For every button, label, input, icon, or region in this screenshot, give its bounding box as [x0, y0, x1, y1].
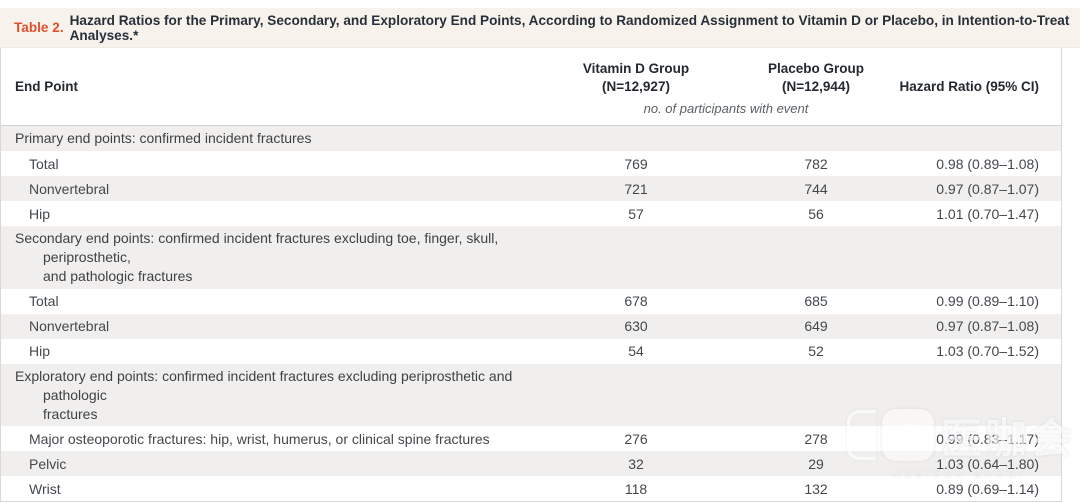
table-row: Nonvertebral 630 649 0.97 (0.87–1.08)	[1, 313, 1061, 339]
table-number-label: Table 2.	[14, 20, 64, 35]
units-row: no. of participants with event	[1, 95, 1061, 127]
placebo-value-cell: 278	[804, 430, 828, 447]
vitamin-d-group-n: (N=12,927)	[602, 78, 670, 94]
placebo-value-cell: 132	[804, 480, 828, 497]
endpoint-cell: Exploratory end points: confirmed incide…	[15, 367, 513, 422]
endpoint-cell: Total	[29, 293, 59, 310]
placebo-value-cell: 56	[808, 205, 824, 222]
placebo-value-cell: 649	[804, 318, 828, 335]
hazard-ratio-cell: 1.01 (0.70–1.47)	[936, 205, 1039, 222]
hazard-ratio-cell: 0.99 (0.83–1.17)	[936, 430, 1039, 447]
table-title: Hazard Ratios for the Primary, Secondary…	[69, 12, 1070, 43]
placebo-value-cell: 744	[804, 180, 828, 197]
table-row: Pelvic 32 29 1.03 (0.64–1.80)	[1, 451, 1061, 477]
endpoint-cell: Hip	[29, 205, 51, 222]
column-header-hazard-ratio: Hazard Ratio (95% CI)	[899, 78, 1039, 94]
column-header-placebo: Placebo Group (N=12,944)	[736, 60, 896, 95]
hazard-ratio-cell: 0.98 (0.89–1.08)	[936, 155, 1039, 172]
placebo-value-cell: 52	[808, 343, 824, 360]
table-row: Major osteoporotic fractures: hip, wrist…	[1, 426, 1061, 451]
hazard-ratio-cell: 0.97 (0.87–1.07)	[936, 180, 1039, 197]
table-title-bar: Table 2. Hazard Ratios for the Primary, …	[0, 8, 1080, 48]
endpoint-cell: Major osteoporotic fractures: hip, wrist…	[29, 430, 490, 447]
vitamin-d-value-cell: 276	[624, 430, 648, 447]
endpoint-cell: Hip	[29, 343, 51, 360]
hazard-ratio-cell: 1.03 (0.64–1.80)	[936, 455, 1039, 472]
placebo-value-cell: 29	[808, 455, 824, 472]
table-row: Primary end points: confirmed incident f…	[1, 126, 1061, 152]
hazard-ratio-cell: 0.89 (0.69–1.14)	[936, 480, 1039, 497]
hazard-ratio-cell: 1.03 (0.70–1.52)	[936, 343, 1039, 360]
table-row: Secondary end points: confirmed incident…	[1, 226, 1061, 289]
endpoint-cell: Secondary end points: confirmed incident…	[15, 230, 499, 284]
endpoint-cell: Wrist	[29, 480, 61, 497]
vitamin-d-value-cell: 54	[628, 343, 644, 360]
vitamin-d-value-cell: 630	[624, 318, 648, 335]
placebo-group-line1: Placebo Group	[767, 61, 865, 76]
endpoint-cell: Nonvertebral	[29, 180, 110, 197]
vitamin-d-value-cell: 118	[624, 480, 648, 497]
table-row: Wrist 118 132 0.89 (0.69–1.14)	[1, 476, 1061, 501]
table-row: Total 678 685 0.99 (0.89–1.10)	[1, 289, 1061, 314]
vitamin-d-value-cell: 721	[624, 180, 648, 197]
table-row: Nonvertebral 721 744 0.97 (0.87–1.07)	[1, 176, 1061, 202]
vitamin-d-value-cell: 57	[628, 205, 644, 222]
endpoint-cell: Nonvertebral	[29, 318, 110, 335]
hazard-ratio-cell: 0.99 (0.89–1.10)	[936, 293, 1039, 310]
table-header-row: End Point Vitamin D Group (N=12,927) Pla…	[1, 48, 1061, 95]
vitamin-d-value-cell: 769	[624, 155, 648, 172]
table-row: Hip 54 52 1.03 (0.70–1.52)	[1, 339, 1061, 364]
endpoint-cell: Total	[29, 155, 59, 172]
table-row: Exploratory end points: confirmed incide…	[1, 363, 1061, 427]
vitamin-d-value-cell: 678	[624, 293, 648, 310]
endpoint-cell: Pelvic	[29, 455, 67, 472]
column-header-endpoint: End Point	[15, 78, 78, 94]
placebo-value-cell: 685	[804, 293, 828, 310]
table-rows: Primary end points: confirmed incident f…	[1, 126, 1061, 501]
vitamin-d-group-line1: Vitamin D Group	[582, 61, 690, 76]
table-body: End Point Vitamin D Group (N=12,927) Pla…	[0, 48, 1062, 503]
hazard-ratio-cell: 0.97 (0.87–1.08)	[936, 318, 1039, 335]
units-label: no. of participants with event	[643, 101, 809, 117]
placebo-value-cell: 782	[804, 155, 828, 172]
vitamin-d-value-cell: 32	[628, 455, 644, 472]
endpoint-cell: Primary end points: confirmed incident f…	[15, 130, 312, 147]
table-row: Hip 57 56 1.01 (0.70–1.47)	[1, 201, 1061, 226]
column-header-vitamin-d: Vitamin D Group (N=12,927)	[556, 60, 716, 95]
placebo-group-n: (N=12,944)	[782, 78, 850, 94]
table-row: Total 769 782 0.98 (0.89–1.08)	[1, 151, 1061, 176]
